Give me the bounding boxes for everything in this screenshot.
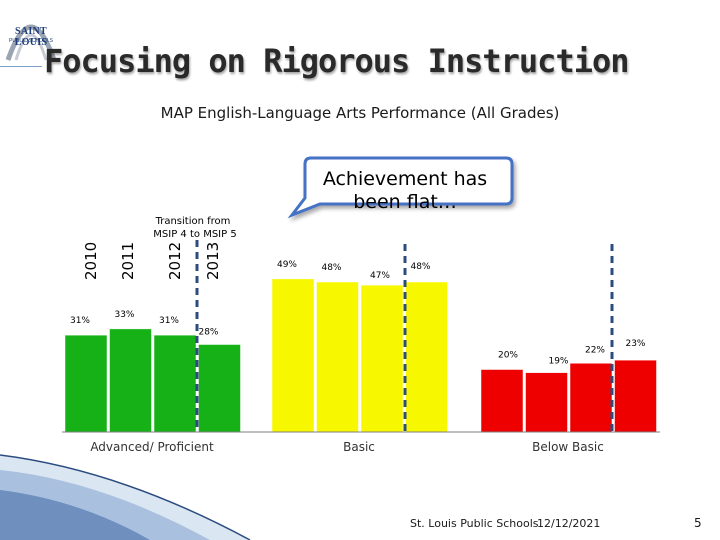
callout-line2: been flat… <box>353 191 457 213</box>
data-label-advanced-2013: 28% <box>198 328 218 338</box>
logo-divider <box>0 66 42 67</box>
bar-basic-2013 <box>405 281 448 433</box>
callout-line1: Achievement has <box>323 168 487 190</box>
callout-bubble: Achievement has been flat… <box>287 156 514 219</box>
bar-advanced-2013 <box>198 344 241 433</box>
year-label-2010: 2010 <box>82 242 100 280</box>
data-label-advanced-2011: 33% <box>114 310 134 320</box>
bar-advanced-2012 <box>153 334 197 433</box>
logo: SAINT LOUIS PUBLIC SCHOOLS <box>0 0 62 70</box>
group-label-advanced: Advanced/ Proficient <box>90 440 214 454</box>
slide-title: Focusing on Rigorous Instruction <box>44 42 629 80</box>
data-label-basic-2010: 49% <box>277 260 297 270</box>
bar-basic-2010 <box>271 278 315 433</box>
year-label-2011: 2011 <box>119 242 137 280</box>
logo-text: SAINT LOUIS <box>14 26 48 48</box>
footer-page-number: 5 <box>694 516 702 530</box>
footer-school: St. Louis Public Schools <box>410 517 539 530</box>
transition-note-line2: MSIP 4 to MSIP 5 <box>153 229 236 240</box>
bar-below-basic-2010 <box>480 369 524 433</box>
data-label-basic-2013: 48% <box>410 262 430 272</box>
bar-basic-2012 <box>360 284 404 433</box>
bar-below-basic-2011 <box>525 372 568 433</box>
bar-advanced-2010 <box>64 334 108 433</box>
data-label-advanced-2010: 31% <box>70 316 90 326</box>
bar-below-basic-2013 <box>614 359 657 433</box>
year-label-2013: 2013 <box>204 242 222 280</box>
data-label-basic-2012: 47% <box>370 271 390 281</box>
data-label-below-basic-2010: 20% <box>498 351 518 361</box>
group-label-basic: Basic <box>343 440 375 454</box>
year-label-2012: 2012 <box>166 242 184 280</box>
chart-subtitle: MAP English-Language Arts Performance (A… <box>160 104 560 122</box>
bar-advanced-2011 <box>109 328 152 433</box>
data-label-below-basic-2012: 22% <box>585 345 605 355</box>
data-label-advanced-2012: 31% <box>159 316 179 326</box>
decorative-wave <box>0 454 251 540</box>
footer-date: 12/12/2021 <box>537 517 601 530</box>
bar-below-basic-2012 <box>569 363 613 433</box>
logo-subtext: PUBLIC SCHOOLS <box>9 38 53 44</box>
logo-arch-icon <box>5 24 57 61</box>
data-label-below-basic-2013: 23% <box>625 339 645 349</box>
data-label-basic-2011: 48% <box>321 263 341 273</box>
group-label-below: Below Basic <box>532 440 604 454</box>
data-label-below-basic-2011: 19% <box>548 357 568 367</box>
transition-note-line1: Transition from <box>155 216 231 227</box>
bar-basic-2011 <box>316 281 359 433</box>
